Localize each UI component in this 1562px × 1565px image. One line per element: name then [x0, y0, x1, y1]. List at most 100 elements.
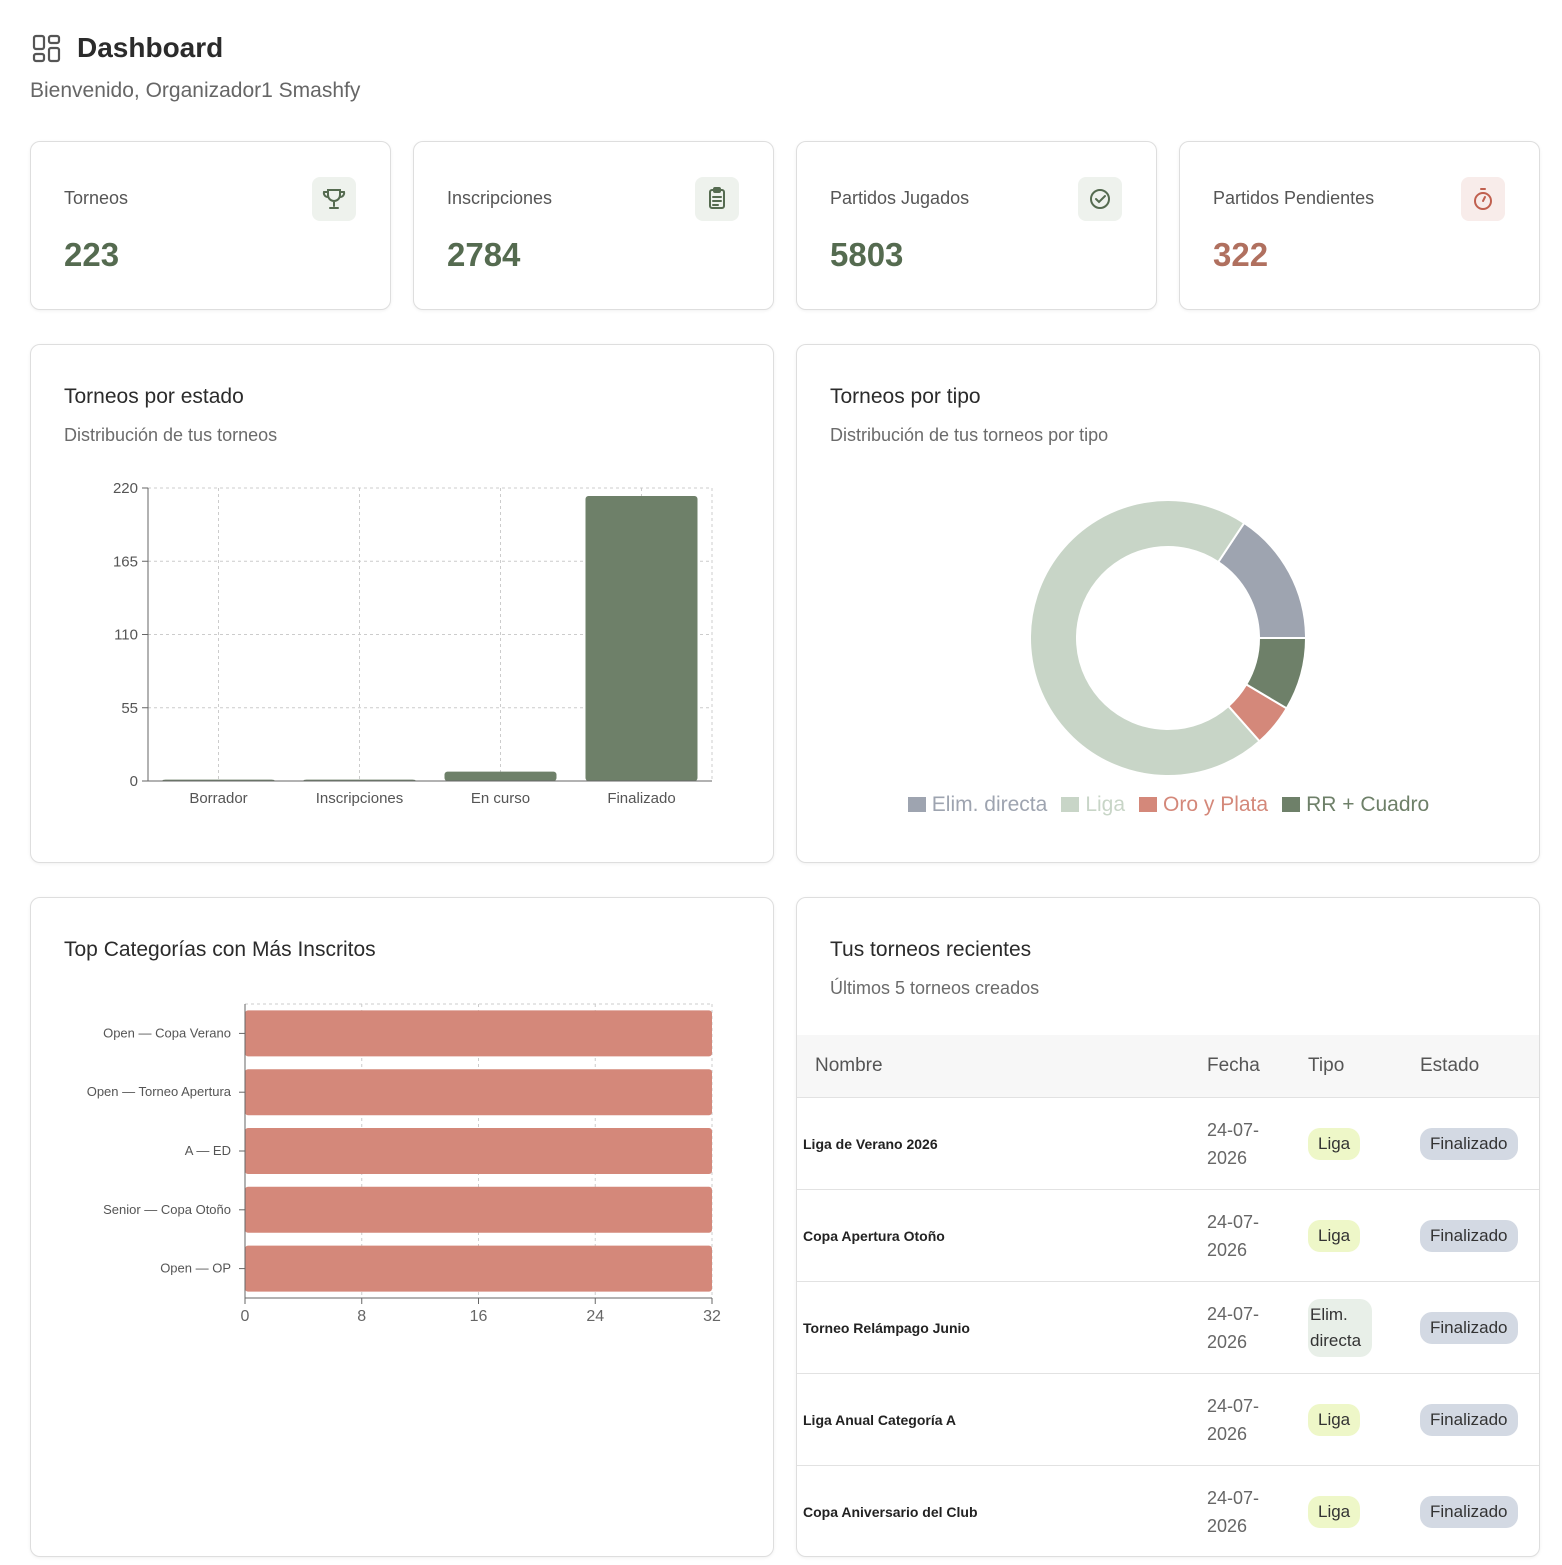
cell-date: 24-07-2026 — [1206, 1097, 1307, 1190]
card-subtitle: Distribución de tus torneos por tipo — [830, 425, 1109, 445]
y-tick-label: A — ED — [185, 1143, 231, 1158]
y-tick-label: Senior — Copa Otoño — [103, 1202, 231, 1217]
bar — [585, 495, 698, 781]
cell-state: Finalizado — [1419, 1373, 1539, 1466]
x-tick-label: En curso — [471, 790, 530, 807]
card-subtitle: Distribución de tus torneos — [64, 425, 278, 445]
pie-slice — [1029, 499, 1261, 777]
y-tick-label: Open — Torneo Apertura — [87, 1084, 232, 1099]
cell-name: Copa Apertura Otoño — [797, 1189, 1206, 1282]
type-badge: Liga — [1308, 1495, 1361, 1528]
y-tick-label: 110 — [114, 627, 138, 644]
cell-type: Liga — [1307, 1373, 1419, 1466]
x-tick-label: Inscripciones — [316, 790, 404, 807]
type-badge: Liga — [1308, 1403, 1361, 1436]
card-title: Top Categorías con Más Inscritos — [64, 938, 376, 961]
x-tick-label: 16 — [470, 1308, 488, 1325]
bar — [245, 1128, 712, 1174]
x-tick-label: 32 — [703, 1308, 721, 1325]
table-row: Liga Anual Categoría A 24-07-2026 Liga Fina… — [797, 1373, 1539, 1466]
stat-icon — [695, 177, 739, 221]
cell-date: 24-07-2026 — [1206, 1373, 1307, 1466]
table-row: Liga de Verano 2026 24-07-2026 Liga Finaliz… — [797, 1097, 1539, 1190]
page-title: Dashboard — [77, 32, 224, 63]
icon — [32, 34, 61, 63]
bar — [444, 771, 557, 781]
legend-item: RR + Cuadro — [1282, 793, 1429, 817]
table-row: Copa Aniversario del Club 24-07-2026 Liga F… — [797, 1465, 1539, 1556]
type-badge: Elim. directa — [1308, 1298, 1372, 1357]
legend-item: Elim. directa — [907, 793, 1048, 817]
table-row: Copa Apertura Otoño 24-07-2026 Liga Finaliz… — [797, 1189, 1539, 1282]
column-header: Nombre — [797, 1035, 1206, 1098]
cell-name: Copa Aniversario del Club — [797, 1465, 1206, 1556]
bar — [245, 1069, 712, 1116]
cell-name: Liga de Verano 2026 — [797, 1097, 1206, 1190]
cell-type: Liga — [1307, 1465, 1419, 1556]
hbar-chart: 0 8 16 24 32 Open — Copa Verano Open — Torneo … — [87, 1003, 721, 1325]
stat-label: Torneos — [64, 188, 129, 208]
stat-label: Inscripciones — [447, 188, 553, 208]
state-badge: Finalizado — [1420, 1311, 1518, 1344]
legend-label: Elim. directa — [931, 793, 1048, 816]
stat-value: 2784 — [447, 236, 521, 273]
legend-swatch — [1282, 797, 1301, 812]
bar — [245, 1245, 712, 1292]
recent-table: Nombre Fecha Tipo Estado Liga de Verano 2026… — [797, 1035, 1539, 1556]
card-subtitle: Últimos 5 torneos creados — [830, 978, 1040, 998]
state-badge: Finalizado — [1420, 1127, 1518, 1160]
y-tick-label: 0 — [130, 773, 138, 790]
bar — [245, 1010, 712, 1057]
stat-icon — [312, 177, 356, 221]
card-title: Torneos por estado — [64, 385, 244, 408]
bar-card: Torneos por estado Distribución de tus t… — [30, 344, 774, 863]
legend-label: RR + Cuadro — [1306, 793, 1430, 816]
x-tick-label: 8 — [357, 1308, 366, 1325]
column-header: Tipo — [1307, 1035, 1419, 1098]
bar-chart: 0 55 110 165 220 Borrador Inscripciones En curs… — [113, 480, 713, 807]
legend-item: Liga — [1061, 793, 1125, 817]
stat-value: 5803 — [830, 236, 904, 273]
legend-label: Liga — [1085, 793, 1126, 816]
stat-value: 223 — [64, 236, 120, 273]
y-tick-label: Open — Copa Verano — [103, 1025, 231, 1040]
cell-type: Liga — [1307, 1189, 1419, 1282]
hbar-card: Top Categorías con Más Inscritos 0 8 16 24 3… — [30, 897, 774, 1557]
x-tick-label: Finalizado — [607, 790, 675, 807]
table-card: Tus torneos recientes Últimos 5 torneos … — [796, 897, 1540, 1557]
stat-icon — [1078, 177, 1122, 221]
pie-card: Torneos por tipo Distribución de tus tor… — [796, 344, 1540, 863]
stat-label: Partidos Jugados — [830, 188, 970, 208]
pie-slice — [1244, 637, 1308, 710]
y-tick-label: Open — OP — [160, 1261, 231, 1276]
dashboard-icon — [32, 34, 62, 69]
x-tick-label: Borrador — [189, 790, 247, 807]
stat-icon — [1461, 177, 1505, 221]
legend-label: Oro y Plata — [1163, 793, 1269, 816]
y-tick-label: 55 — [121, 700, 138, 717]
column-header: Estado — [1419, 1035, 1539, 1098]
cell-name: Torneo Relámpago Junio — [797, 1281, 1206, 1374]
legend-swatch — [1139, 797, 1158, 812]
page-subtitle: Bienvenido, Organizador1 Smashfy — [30, 79, 361, 102]
table-row: Torneo Relámpago Junio 24-07-2026 Elim. di… — [797, 1281, 1539, 1374]
cell-name: Liga Anual Categoría A — [797, 1373, 1206, 1466]
y-tick-label: 220 — [113, 480, 138, 497]
stat-card: Partidos Pendientes 322 — [1179, 141, 1540, 310]
legend-swatch — [1061, 797, 1080, 812]
column-header: Fecha — [1206, 1035, 1307, 1098]
card-title: Torneos por tipo — [830, 385, 981, 408]
stat-label: Partidos Pendientes — [1213, 188, 1375, 208]
state-badge: Finalizado — [1420, 1495, 1518, 1528]
icon — [709, 187, 725, 209]
card-title: Tus torneos recientes — [830, 938, 1032, 961]
x-tick-label: 24 — [586, 1308, 604, 1325]
state-badge: Finalizado — [1420, 1219, 1518, 1252]
cell-state: Finalizado — [1419, 1465, 1539, 1556]
cell-state: Finalizado — [1419, 1097, 1539, 1190]
legend-item: Oro y Plata — [1139, 793, 1268, 817]
donut-chart — [1029, 499, 1308, 777]
icon — [322, 189, 346, 209]
x-tick-label: 0 — [241, 1308, 250, 1325]
cell-date: 24-07-2026 — [1206, 1281, 1307, 1374]
